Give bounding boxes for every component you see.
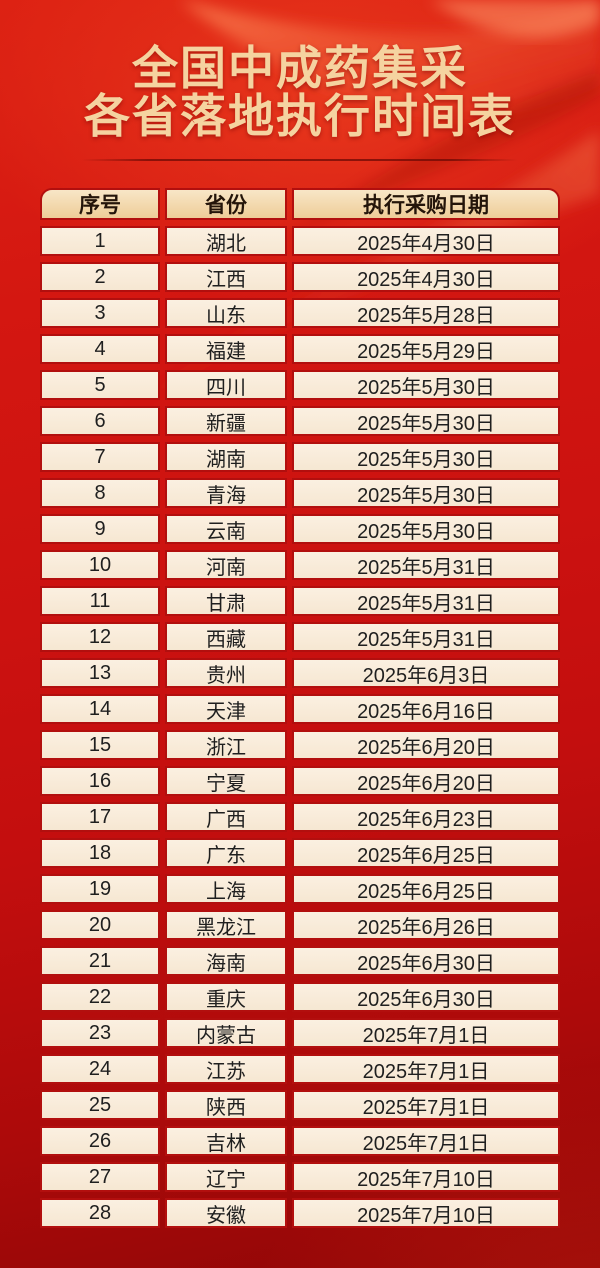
cell-index: 1 bbox=[40, 226, 160, 256]
cell-index: 5 bbox=[40, 370, 160, 400]
cell-index: 25 bbox=[40, 1090, 160, 1120]
cell-province: 海南 bbox=[165, 946, 287, 976]
cell-index: 11 bbox=[40, 586, 160, 616]
cell-index: 18 bbox=[40, 838, 160, 868]
cell-index: 23 bbox=[40, 1018, 160, 1048]
header-cell-province: 省份 bbox=[165, 188, 287, 220]
cell-date: 2025年7月10日 bbox=[292, 1162, 560, 1192]
cell-province: 黑龙江 bbox=[165, 910, 287, 940]
cell-index: 16 bbox=[40, 766, 160, 796]
cell-province: 上海 bbox=[165, 874, 287, 904]
cell-province: 重庆 bbox=[165, 982, 287, 1012]
cell-index: 2 bbox=[40, 262, 160, 292]
cell-date: 2025年4月30日 bbox=[292, 226, 560, 256]
cell-date: 2025年6月30日 bbox=[292, 946, 560, 976]
cell-date: 2025年5月30日 bbox=[292, 370, 560, 400]
cell-province: 辽宁 bbox=[165, 1162, 287, 1192]
cell-date: 2025年5月30日 bbox=[292, 442, 560, 472]
cell-date: 2025年6月20日 bbox=[292, 766, 560, 796]
cell-index: 4 bbox=[40, 334, 160, 364]
page-title-line1: 全国中成药集采 bbox=[132, 42, 468, 94]
cell-date: 2025年6月25日 bbox=[292, 838, 560, 868]
cell-date: 2025年7月1日 bbox=[292, 1018, 560, 1048]
cell-date: 2025年5月28日 bbox=[292, 298, 560, 328]
cell-province: 山东 bbox=[165, 298, 287, 328]
schedule-table: 序号 省份 执行采购日期 1 湖北 2025年4月30日 2 江西 2025年4… bbox=[40, 188, 560, 1228]
cell-index: 10 bbox=[40, 550, 160, 580]
cell-date: 2025年7月1日 bbox=[292, 1054, 560, 1084]
cell-index: 9 bbox=[40, 514, 160, 544]
title-divider bbox=[82, 159, 518, 161]
cell-date: 2025年5月30日 bbox=[292, 514, 560, 544]
cell-date: 2025年5月30日 bbox=[292, 478, 560, 508]
cell-province: 湖北 bbox=[165, 226, 287, 256]
cell-date: 2025年4月30日 bbox=[292, 262, 560, 292]
cell-date: 2025年5月29日 bbox=[292, 334, 560, 364]
cell-province: 青海 bbox=[165, 478, 287, 508]
cell-date: 2025年6月3日 bbox=[292, 658, 560, 688]
cell-date: 2025年6月23日 bbox=[292, 802, 560, 832]
cell-index: 17 bbox=[40, 802, 160, 832]
cell-index: 19 bbox=[40, 874, 160, 904]
cell-province: 安徽 bbox=[165, 1198, 287, 1228]
cell-index: 15 bbox=[40, 730, 160, 760]
cell-index: 14 bbox=[40, 694, 160, 724]
cell-province: 新疆 bbox=[165, 406, 287, 436]
cell-date: 2025年6月20日 bbox=[292, 730, 560, 760]
cell-province: 广东 bbox=[165, 838, 287, 868]
cell-index: 12 bbox=[40, 622, 160, 652]
cell-province: 陕西 bbox=[165, 1090, 287, 1120]
cell-index: 26 bbox=[40, 1126, 160, 1156]
cell-index: 22 bbox=[40, 982, 160, 1012]
cell-index: 20 bbox=[40, 910, 160, 940]
cell-province: 宁夏 bbox=[165, 766, 287, 796]
cell-date: 2025年5月31日 bbox=[292, 550, 560, 580]
cell-province: 内蒙古 bbox=[165, 1018, 287, 1048]
cell-province: 湖南 bbox=[165, 442, 287, 472]
cell-province: 云南 bbox=[165, 514, 287, 544]
cell-date: 2025年6月26日 bbox=[292, 910, 560, 940]
cell-date: 2025年7月1日 bbox=[292, 1126, 560, 1156]
cell-province: 江苏 bbox=[165, 1054, 287, 1084]
cell-province: 西藏 bbox=[165, 622, 287, 652]
cell-province: 广西 bbox=[165, 802, 287, 832]
cell-province: 四川 bbox=[165, 370, 287, 400]
cell-index: 8 bbox=[40, 478, 160, 508]
cell-index: 24 bbox=[40, 1054, 160, 1084]
cell-index: 27 bbox=[40, 1162, 160, 1192]
cell-index: 28 bbox=[40, 1198, 160, 1228]
cell-date: 2025年5月30日 bbox=[292, 406, 560, 436]
cell-province: 河南 bbox=[165, 550, 287, 580]
cell-index: 3 bbox=[40, 298, 160, 328]
cell-date: 2025年6月16日 bbox=[292, 694, 560, 724]
cell-index: 21 bbox=[40, 946, 160, 976]
cell-date: 2025年7月1日 bbox=[292, 1090, 560, 1120]
cell-date: 2025年7月10日 bbox=[292, 1198, 560, 1228]
cell-province: 甘肃 bbox=[165, 586, 287, 616]
cell-index: 7 bbox=[40, 442, 160, 472]
cell-index: 6 bbox=[40, 406, 160, 436]
cell-province: 贵州 bbox=[165, 658, 287, 688]
cell-province: 江西 bbox=[165, 262, 287, 292]
cell-date: 2025年6月30日 bbox=[292, 982, 560, 1012]
cell-province: 天津 bbox=[165, 694, 287, 724]
cell-index: 13 bbox=[40, 658, 160, 688]
page-title: 全国中成药集采 各省落地执行时间表 bbox=[0, 44, 600, 140]
cell-province: 福建 bbox=[165, 334, 287, 364]
cell-province: 浙江 bbox=[165, 730, 287, 760]
cell-date: 2025年5月31日 bbox=[292, 622, 560, 652]
cell-date: 2025年5月31日 bbox=[292, 586, 560, 616]
cell-province: 吉林 bbox=[165, 1126, 287, 1156]
page-title-line2: 各省落地执行时间表 bbox=[84, 90, 516, 142]
cell-date: 2025年6月25日 bbox=[292, 874, 560, 904]
header-cell-date: 执行采购日期 bbox=[292, 188, 560, 220]
header-cell-index: 序号 bbox=[40, 188, 160, 220]
